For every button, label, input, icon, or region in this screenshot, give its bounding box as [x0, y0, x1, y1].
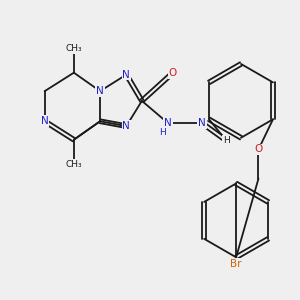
Text: N: N	[96, 86, 104, 96]
Text: N: N	[198, 118, 206, 128]
Text: CH₃: CH₃	[65, 160, 82, 169]
Text: O: O	[254, 144, 262, 154]
Text: N: N	[122, 121, 130, 131]
Text: N: N	[122, 70, 130, 80]
Text: O: O	[169, 68, 177, 78]
Text: N: N	[164, 118, 172, 128]
Text: Br: Br	[230, 259, 242, 269]
Text: H: H	[223, 136, 230, 145]
Text: CH₃: CH₃	[65, 44, 82, 53]
Text: N: N	[41, 116, 49, 126]
Text: H: H	[159, 128, 166, 137]
